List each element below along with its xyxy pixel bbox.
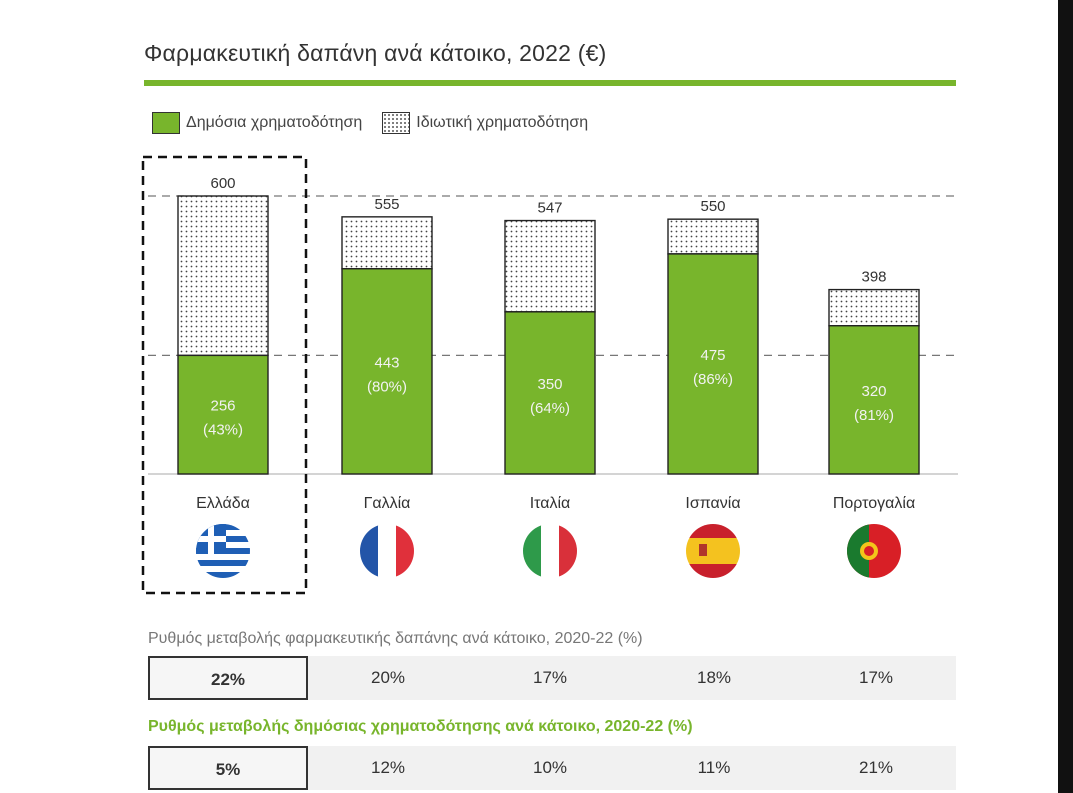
stacked-bar-chart: 600 256 (43%) Ελλάδα 555 443 (80%) Γαλλία 547 350… [141, 155, 958, 595]
bar-public-value: 320 [861, 383, 886, 400]
bar-public-value: 475 [700, 347, 725, 364]
growth-total-row: 22% 20% 17% 18% 17% [148, 656, 956, 700]
bar-public [667, 253, 759, 475]
bar-private [504, 219, 596, 313]
spain-flag-icon [686, 524, 740, 578]
legend-label-private: Ιδιωτική χρηματοδότηση [416, 114, 589, 131]
bar-public-value: 443 [374, 354, 399, 371]
bar-public-share: (64%) [530, 400, 570, 417]
bar-public [177, 354, 269, 475]
legend: Δημόσια χρηματοδότηση Ιδιωτική χρηματοδό… [152, 110, 608, 136]
growth-total-cell: 17% [858, 668, 894, 687]
legend-label-public: Δημόσια χρηματοδότηση [186, 114, 363, 131]
category-label: Γαλλία [364, 495, 411, 512]
italy-flag-icon [523, 524, 577, 578]
growth-public-cell: 12% [370, 758, 406, 777]
bar-public [828, 325, 920, 475]
growth-public-row: 5% 12% 10% 11% 21% [148, 746, 956, 790]
category-label: Ιταλία [530, 495, 571, 512]
bar-private [667, 218, 759, 255]
growth-public-cell: 11% [697, 758, 731, 777]
growth-public-cell: 21% [858, 758, 894, 777]
bar-public-value: 256 [210, 398, 235, 415]
title-underline [144, 80, 956, 86]
window-edge [1058, 0, 1073, 793]
growth-total-cell: 22% [148, 656, 308, 700]
bar-total-label: 398 [861, 269, 886, 286]
bar-private [341, 216, 433, 270]
bar-total-label: 550 [700, 198, 725, 215]
bar-total-label: 600 [210, 175, 235, 192]
bar-public-share: (80%) [367, 378, 407, 395]
growth-public-cell: 10% [532, 758, 568, 777]
legend-swatch-private [382, 112, 411, 134]
growth-total-cell: 20% [370, 668, 406, 687]
bar-private [177, 195, 269, 357]
category-label: Πορτογαλία [833, 495, 915, 512]
bar-public-share: (43%) [203, 422, 243, 439]
highlight-box-greece [141, 155, 308, 595]
bar-private [828, 288, 920, 327]
bar-public-value: 350 [537, 376, 562, 393]
growth-total-cell: 17% [532, 668, 568, 687]
growth-total-label: Ρυθμός μεταβολής φαρμακευτικής δαπάνης α… [148, 630, 643, 647]
france-flag-icon [360, 524, 414, 578]
bar-public [504, 311, 596, 475]
bar-public-share: (81%) [854, 407, 894, 424]
category-label: Ισπανία [685, 495, 740, 512]
bar-public [341, 268, 433, 475]
portugal-flag-icon [847, 524, 901, 578]
chart-title: Φαρμακευτική δαπάνη ανά κάτοικο, 2022 (€… [144, 40, 607, 66]
bar-total-label: 555 [374, 196, 399, 213]
bar-public-share: (86%) [693, 371, 733, 388]
growth-public-label: Ρυθμός μεταβολής δημόσιας χρηματοδότησης… [148, 718, 693, 735]
growth-public-cell: 5% [148, 746, 308, 790]
growth-total-cell: 18% [696, 668, 732, 687]
legend-swatch-public [152, 112, 180, 134]
bar-total-label: 547 [537, 200, 562, 217]
category-label: Ελλάδα [196, 495, 250, 512]
greece-flag-icon [196, 524, 250, 578]
